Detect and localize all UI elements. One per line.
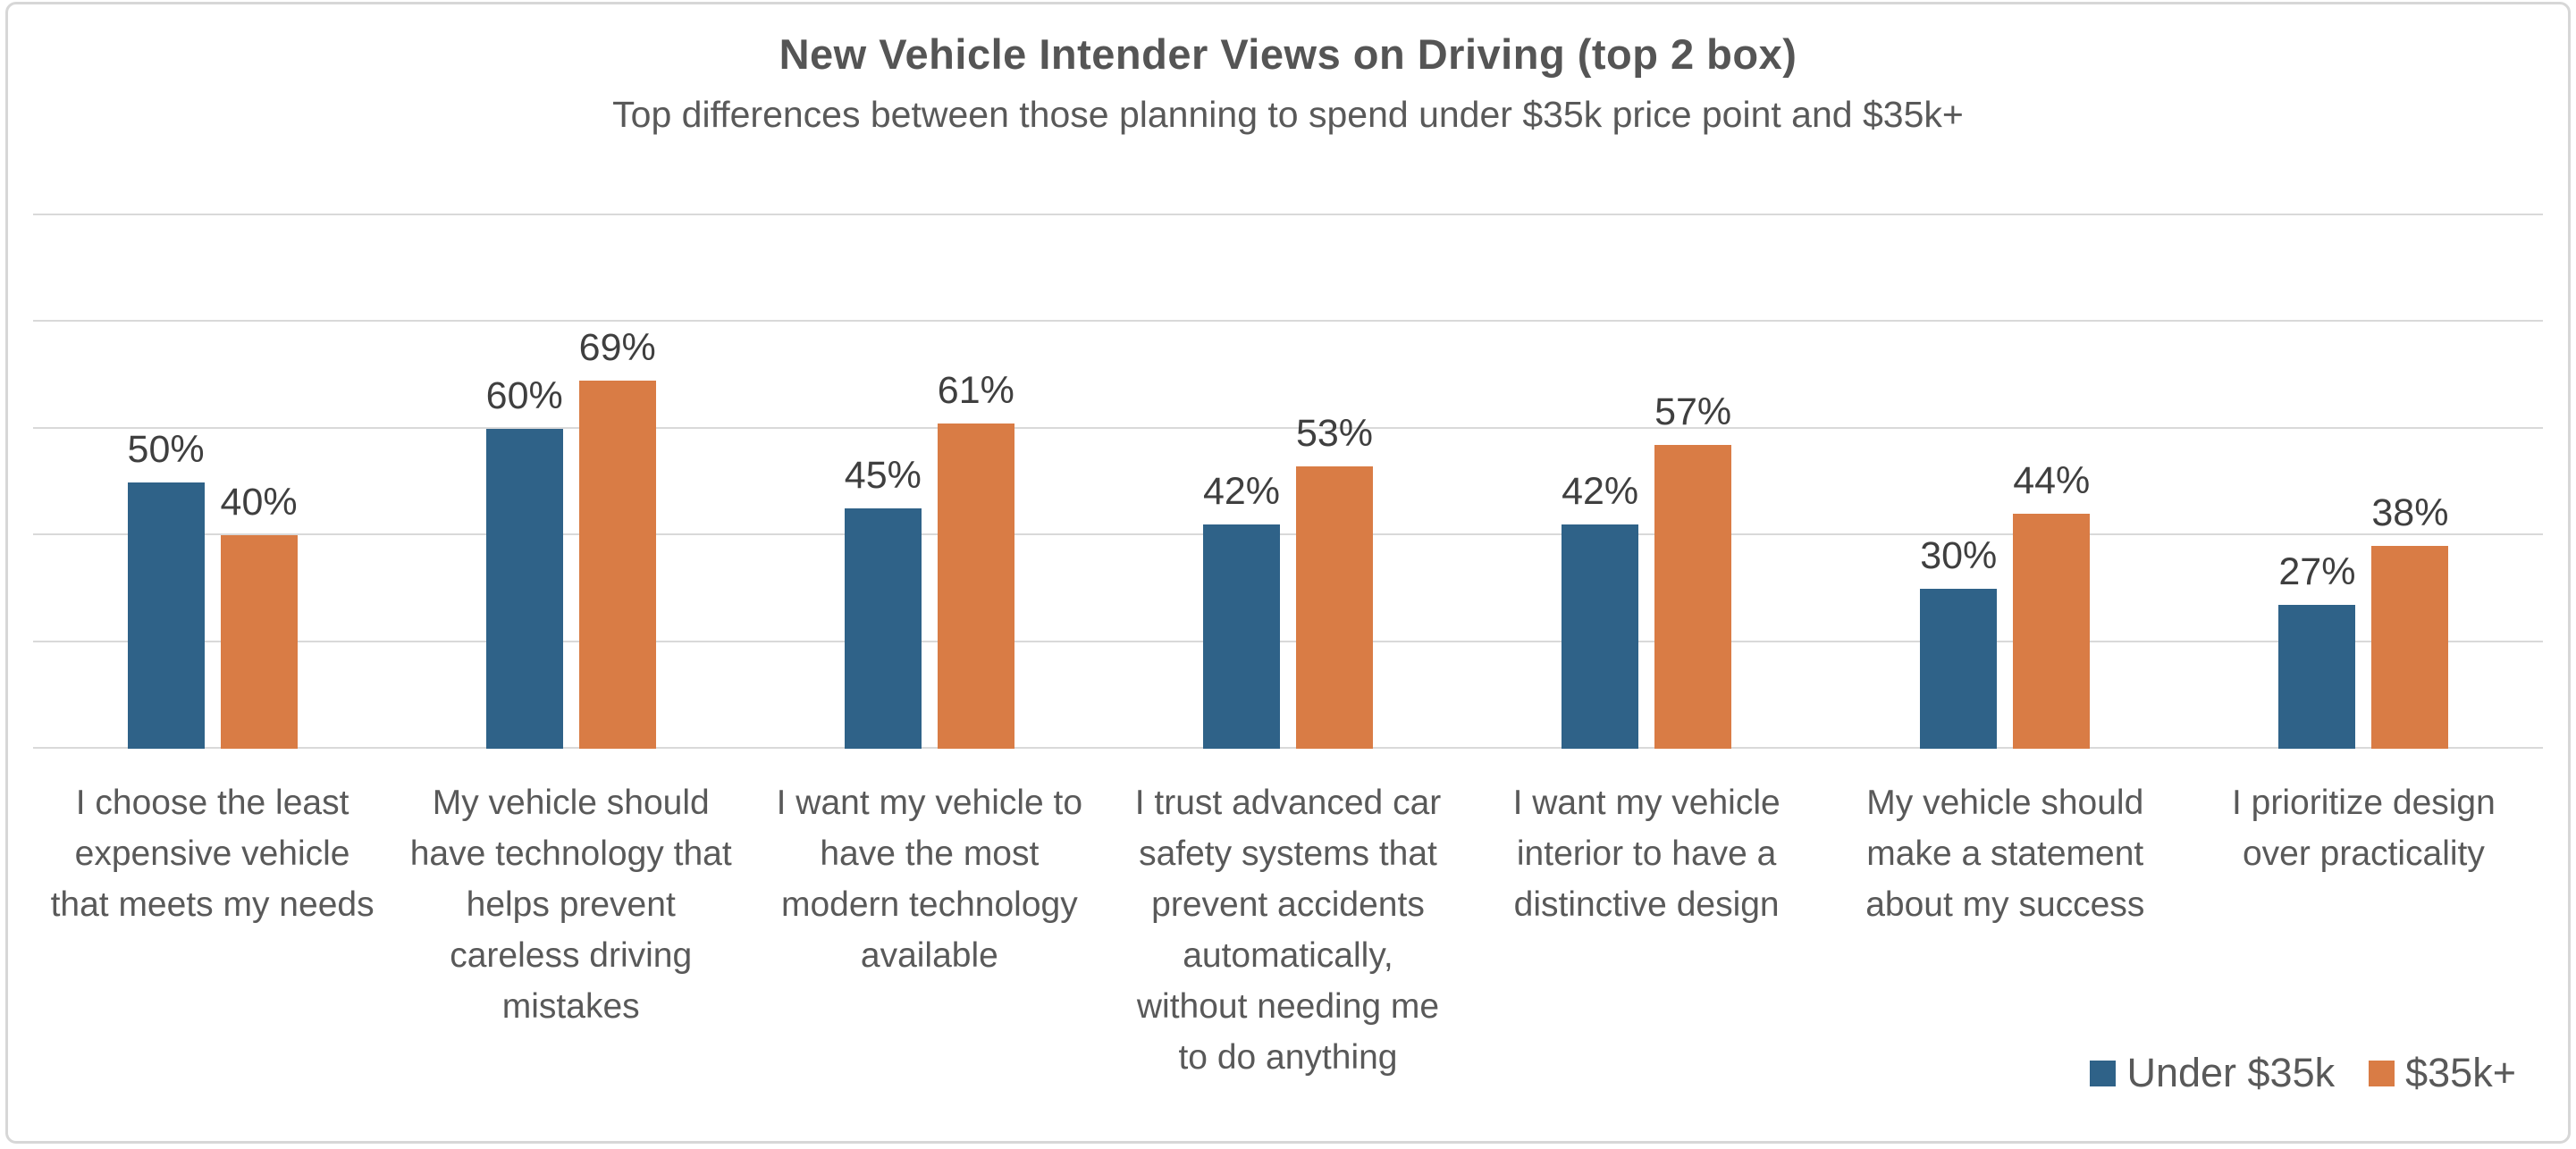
legend-item-35k: $35k+ (2369, 1050, 2516, 1096)
bar-35k: 69% (579, 326, 656, 749)
data-label-under-35k: 45% (844, 454, 922, 498)
grid-line-60 (33, 426, 2543, 429)
data-label-under-35k: 27% (2278, 549, 2356, 593)
grid-line-0 (33, 747, 2543, 749)
plot-area: 50% 40% 60% 69% 45% 61% 42% 53% 42% 57% 30% 44% 27% 3… (33, 214, 2543, 749)
data-label-35k: 69% (578, 326, 656, 370)
data-label-35k: 38% (2371, 491, 2449, 535)
data-label-under-35k: 30% (1920, 533, 1998, 577)
bar-under-35k: 42% (1203, 470, 1280, 749)
data-label-35k: 40% (220, 481, 298, 524)
data-label-35k: 44% (2013, 459, 2091, 503)
data-label-35k: 53% (1295, 411, 1374, 455)
category-label-5: I want my vehicle interior to have a dis… (1468, 778, 1826, 1084)
grid-line-40 (33, 533, 2543, 536)
bar-group-3: 45% 61% (750, 215, 1108, 749)
bar-under-35k: 45% (845, 454, 922, 749)
data-label-under-35k: 50% (127, 427, 205, 471)
legend-swatch-icon-35k (2369, 1060, 2395, 1086)
legend-label: $35k+ (2405, 1050, 2516, 1095)
data-label-under-35k: 42% (1202, 470, 1281, 514)
data-label-under-35k: 60% (485, 373, 563, 417)
bar-under-35k: 30% (1920, 534, 1997, 749)
data-label-35k: 57% (1654, 390, 1732, 433)
category-label-7: I prioritize design over practicality (2185, 778, 2543, 1084)
category-label-6: My vehicle should make a statement about… (1826, 778, 2185, 1084)
bar-groups: 50% 40% 60% 69% 45% 61% 42% 53% 42% 57% 30% 44% 27% 3… (33, 215, 2543, 749)
category-label-4: I trust advanced car safety systems that… (1108, 778, 1467, 1084)
bar-35k: 40% (221, 481, 298, 749)
category-label-text: I choose the least expensive vehicle tha… (50, 784, 375, 924)
category-axis-labels: I choose the least expensive vehicle tha… (33, 778, 2543, 1084)
category-label-1: I choose the least expensive vehicle tha… (33, 778, 391, 1084)
category-label-3: I want my vehicle to have the most moder… (750, 778, 1108, 1084)
data-label-35k: 61% (937, 368, 1014, 412)
category-label-text: I trust advanced car safety systems that… (1134, 784, 1442, 1077)
category-label-text: My vehicle should make a statement about… (1865, 784, 2145, 924)
chart-subtitle: Top differences between those planning t… (612, 94, 1964, 135)
chart-title: New Vehicle Intender Views on Driving (t… (779, 30, 1797, 78)
bar-35k: 44% (2013, 459, 2090, 749)
bar-group-7: 27% 38% (2185, 215, 2543, 749)
legend-swatch-icon-under-35k (2090, 1060, 2117, 1086)
bar-35k: 38% (2371, 491, 2448, 749)
data-label-under-35k: 42% (1562, 470, 1639, 514)
bar-group-4: 42% 53% (1108, 215, 1467, 749)
bar-under-35k: 60% (486, 374, 563, 749)
legend-item-under-35k: Under $35k (2090, 1050, 2335, 1096)
bar-group-5: 42% 57% (1468, 215, 1826, 749)
bar-under-35k: 42% (1562, 470, 1638, 749)
grid-line-20 (33, 640, 2543, 642)
grid-line-100 (33, 214, 2543, 215)
bar-under-35k: 27% (2278, 550, 2355, 749)
legend-label: Under $35k (2126, 1050, 2336, 1095)
bar-35k: 57% (1654, 390, 1731, 749)
chart-card: New Vehicle Intender Views on Driving (t… (5, 2, 2571, 1144)
bar-group-1: 50% 40% (33, 215, 391, 749)
bar-group-2: 60% 69% (391, 215, 750, 749)
bar-35k: 53% (1296, 412, 1373, 749)
category-label-text: My vehicle should have technology that h… (409, 784, 732, 1026)
bar-group-6: 30% 44% (1826, 215, 2185, 749)
bar-35k: 61% (938, 369, 1014, 749)
grid-line-80 (33, 320, 2543, 323)
bar-under-35k: 50% (128, 428, 205, 749)
legend: Under $35k $35k+ (2090, 1050, 2516, 1096)
category-label-2: My vehicle should have technology that h… (391, 778, 750, 1084)
category-label-text: I want my vehicle interior to have a dis… (1512, 784, 1780, 924)
category-label-text: I prioritize design over practicality (2232, 784, 2496, 873)
category-label-text: I want my vehicle to have the most moder… (776, 784, 1083, 975)
